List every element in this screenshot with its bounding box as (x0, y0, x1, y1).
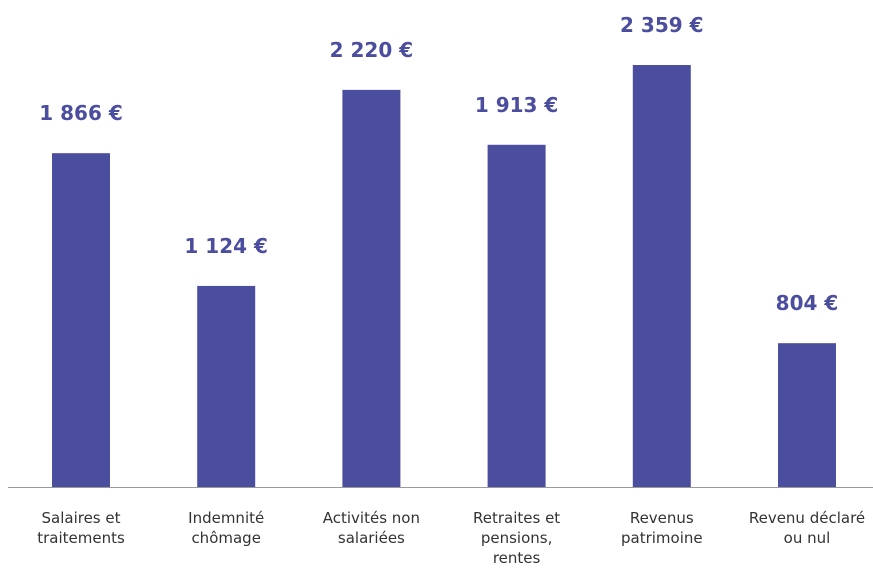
bar (197, 285, 256, 487)
bar (342, 89, 401, 487)
bar (632, 65, 691, 487)
value-label: 804 € (775, 291, 839, 316)
x-tick-label: Indemnité chômage (188, 509, 265, 547)
value-label: 2 359 € (620, 13, 704, 37)
value-label: 1 866 € (39, 101, 123, 126)
bar (52, 153, 110, 488)
x-tick-label: Retraites et pensions, rentes (473, 509, 561, 567)
value-label: 1 913 € (474, 92, 559, 117)
value-label: 2 220 € (329, 37, 414, 62)
x-tick-label: Salaires et traitements (37, 509, 125, 547)
x-tick-label: Revenu déclaré ou nul (748, 509, 866, 547)
x-tick-label: Revenus patrimoine (620, 509, 703, 547)
x-tick-label: Activités non salariées (322, 509, 420, 547)
value-label: 1 124 € (184, 233, 268, 258)
bar (778, 343, 836, 487)
bar (487, 144, 546, 487)
